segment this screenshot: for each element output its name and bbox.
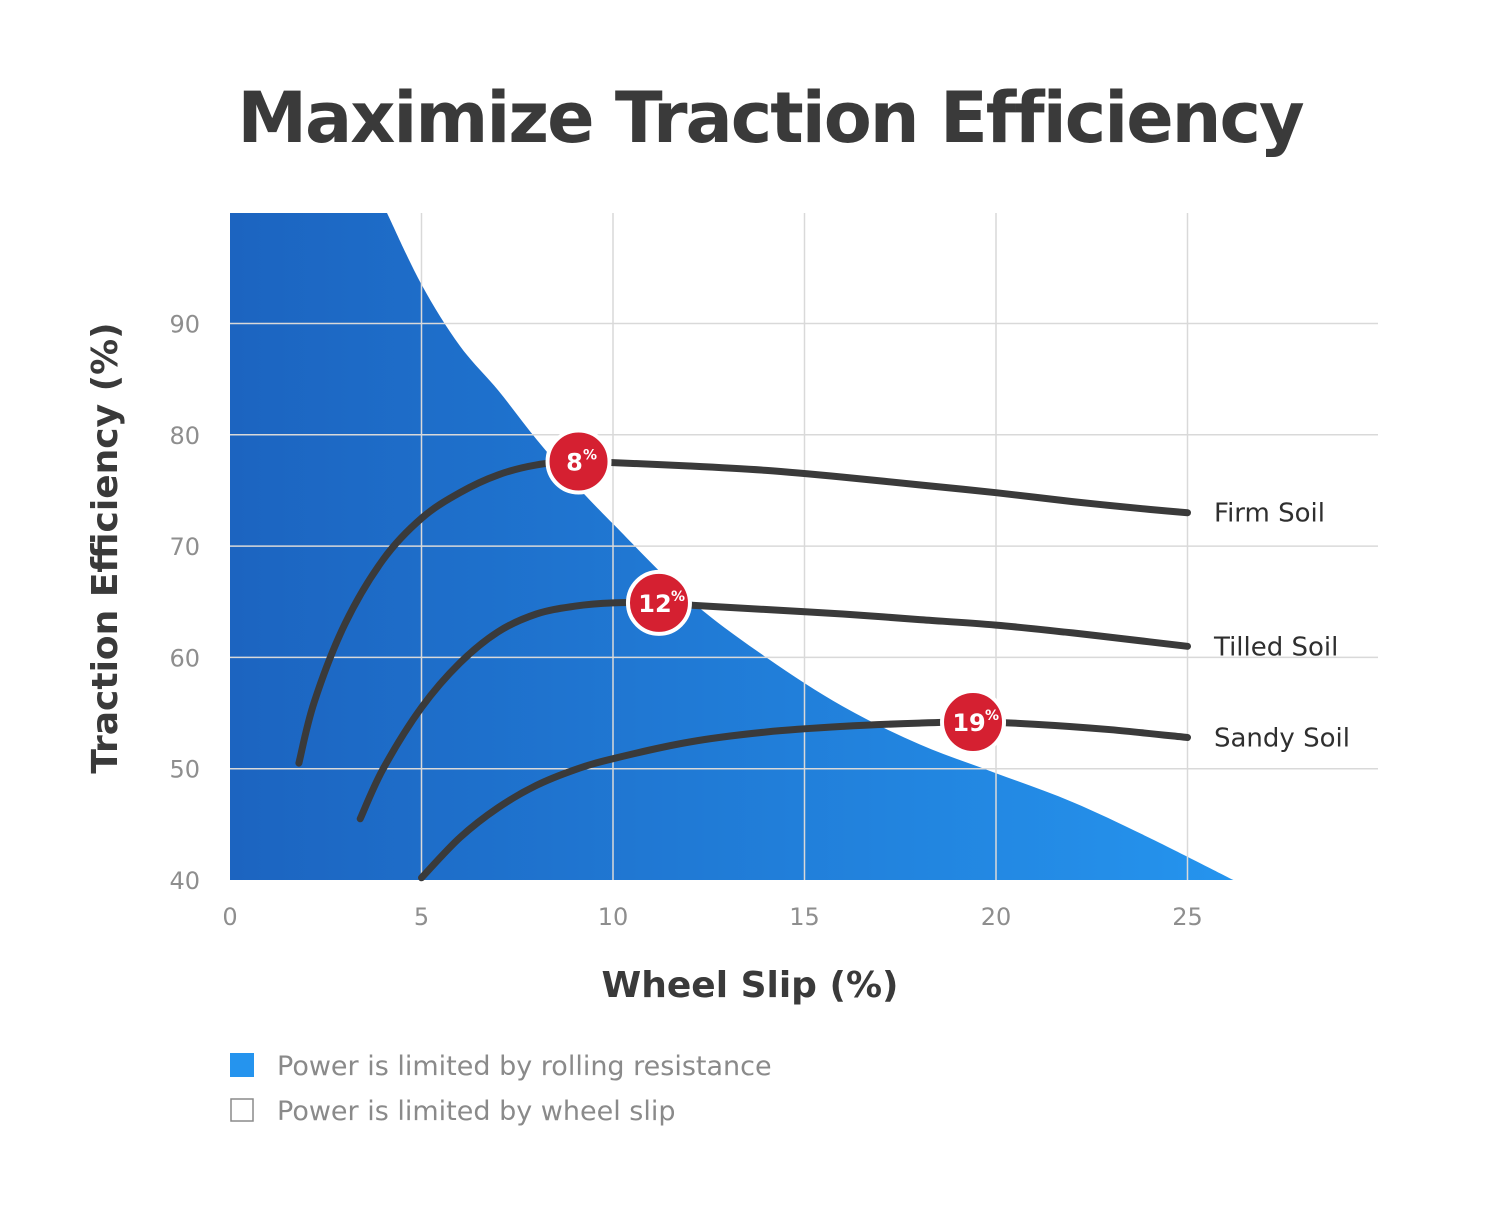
chart-title: Maximize Traction Efficiency — [237, 77, 1304, 159]
optimum-badge-firm-soil: 8% — [545, 428, 612, 495]
y-tick-label: 50 — [169, 756, 200, 784]
optimum-value-sandy-soil: 19 — [952, 709, 985, 737]
x-tick-label: 15 — [789, 903, 820, 931]
series-label-tilled-soil: Tilled Soil — [1213, 632, 1338, 662]
optimum-value-tilled-soil: 12 — [638, 590, 671, 618]
x-tick-group: 0 5 10 15 20 25 — [222, 903, 1202, 931]
series-label-sandy-soil: Sandy Soil — [1214, 724, 1350, 754]
optimum-unit-firm-soil: % — [583, 448, 597, 464]
legend-label-wheel-slip: Power is limited by wheel slip — [277, 1096, 676, 1127]
series-line-sandy-soil — [418, 718, 1191, 882]
x-tick-label: 10 — [598, 903, 629, 931]
x-tick-label: 25 — [1172, 903, 1203, 931]
series-label-firm-soil: Firm Soil — [1214, 499, 1325, 529]
legend: Power is limited by rolling resistance P… — [230, 1051, 772, 1127]
optimum-badge-sandy-soil: 19% — [940, 688, 1007, 755]
y-tick-label: 90 — [169, 311, 200, 339]
optimum-badge-tilled-soil: 12% — [625, 569, 692, 636]
rolling-resistance-region — [230, 213, 1234, 880]
legend-swatch-wheel-slip — [230, 1098, 254, 1122]
optimum-value-firm-soil: 8 — [566, 449, 583, 477]
y-tick-group: 40 50 60 70 80 90 — [169, 311, 200, 896]
legend-label-rolling-resistance: Power is limited by rolling resistance — [277, 1051, 772, 1082]
y-axis-title: Traction Efficiency (%) — [85, 322, 126, 773]
optimum-marker-sandy-soil — [940, 688, 1007, 755]
y-tick-label: 40 — [169, 867, 200, 895]
x-tick-label: 20 — [981, 903, 1012, 931]
legend-swatch-rolling-resistance — [230, 1053, 254, 1077]
optimum-marker-firm-soil — [545, 428, 612, 495]
y-tick-label: 60 — [169, 644, 200, 672]
x-tick-label: 5 — [414, 903, 429, 931]
y-tick-label: 80 — [169, 422, 200, 450]
x-axis-title: Wheel Slip (%) — [602, 965, 899, 1006]
x-tick-label: 0 — [222, 903, 237, 931]
rolling-resistance-region-group — [230, 213, 1234, 880]
y-tick-label: 70 — [169, 533, 200, 561]
optimum-unit-tilled-soil: % — [671, 589, 685, 605]
grid-group — [230, 213, 1378, 880]
optimum-marker-tilled-soil — [625, 569, 692, 636]
optimum-unit-sandy-soil: % — [985, 708, 999, 724]
